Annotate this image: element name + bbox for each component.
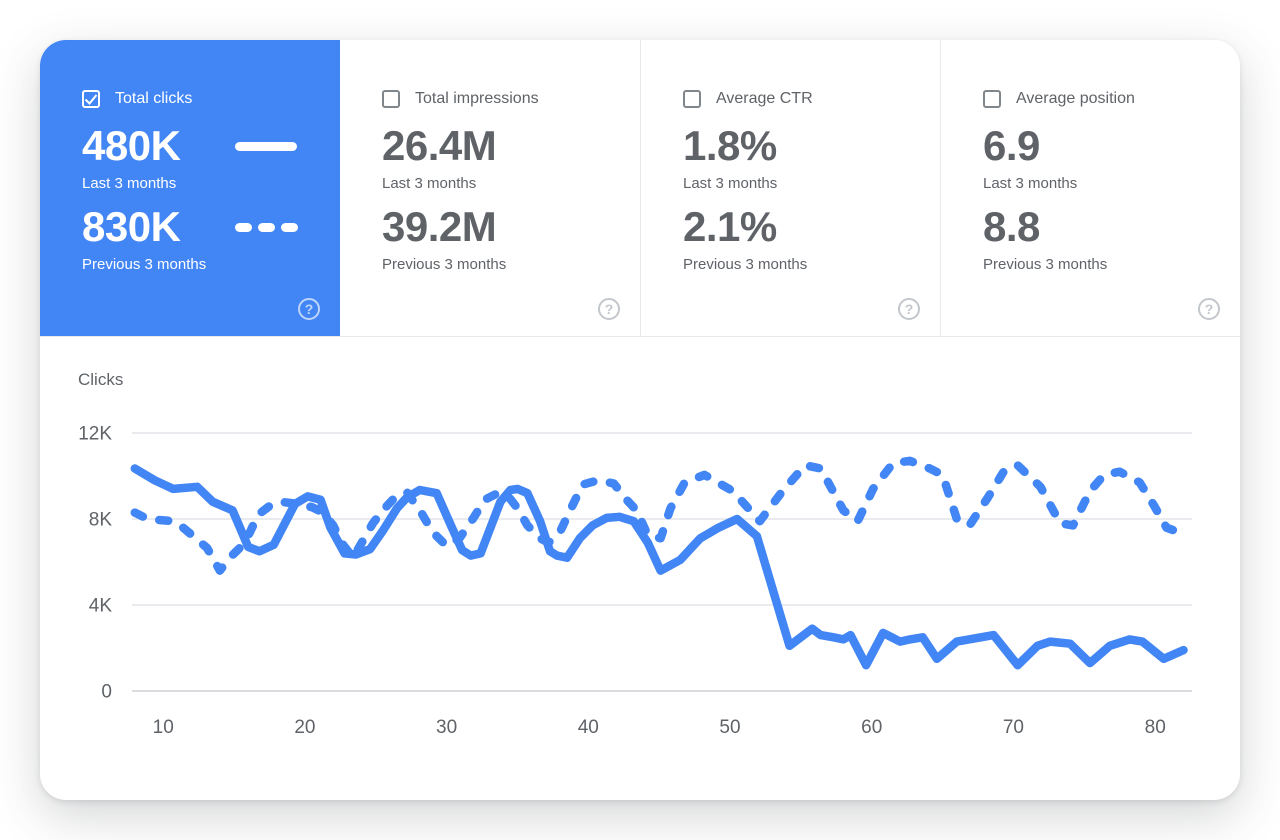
previous-value: 39.2M (382, 203, 497, 250)
previous-caption: Previous 3 months (983, 256, 1108, 273)
checkmark-icon (84, 94, 98, 105)
metric-header: Average CTR (683, 90, 940, 108)
x-axis-tick-label: 50 (719, 717, 740, 738)
y-axis-tick-label: 0 (101, 682, 112, 703)
x-axis-tick-label: 20 (294, 717, 315, 738)
current-caption: Last 3 months (382, 175, 477, 192)
current-value-row: 480K (82, 121, 340, 171)
metric-card-total-impressions[interactable]: Total impressions 26.4M Last 3 months 39… (340, 40, 640, 336)
y-axis-tick-label: 4K (89, 596, 113, 617)
total-impressions-checkbox[interactable] (382, 90, 400, 108)
current-value: 26.4M (382, 122, 497, 169)
x-axis-tick-label: 40 (578, 717, 599, 738)
solid-line-legend-swatch (235, 141, 297, 151)
y-axis-tick-label: 8K (89, 510, 113, 531)
metric-header: Total impressions (382, 90, 640, 108)
help-icon[interactable]: ? (1198, 298, 1220, 320)
metric-header: Total clicks (82, 90, 340, 108)
metric-label: Average position (1016, 90, 1135, 107)
help-icon[interactable]: ? (898, 298, 920, 320)
previous-caption: Previous 3 months (683, 256, 808, 273)
current-value: 480K (82, 122, 181, 169)
metric-header: Average position (983, 90, 1240, 108)
y-axis-tick-label: 12K (78, 424, 112, 445)
chart-y-axis-title: Clicks (78, 370, 124, 389)
help-icon[interactable]: ? (598, 298, 620, 320)
metric-label: Average CTR (716, 90, 813, 107)
metric-card-band: Total clicks 480K Last 3 months 830K Pre… (40, 40, 1240, 337)
previous-value-row: 2.1% (683, 202, 940, 252)
metric-label: Total impressions (415, 90, 539, 107)
current-caption: Last 3 months (82, 175, 177, 192)
metric-card-total-clicks[interactable]: Total clicks 480K Last 3 months 830K Pre… (40, 40, 340, 336)
x-axis-tick-label: 70 (1003, 717, 1024, 738)
x-axis-tick-label: 10 (153, 717, 174, 738)
clicks-chart[interactable]: 0 4K 8K 12K 10 20 30 40 50 60 70 80 (40, 393, 1240, 753)
previous-value: 2.1% (683, 203, 777, 250)
previous-value-row: 8.8 (983, 202, 1240, 252)
current-value-row: 1.8% (683, 121, 940, 171)
total-clicks-checkbox[interactable] (82, 90, 100, 108)
previous-value: 830K (82, 203, 181, 250)
chart-series-solid-line (130, 464, 1188, 670)
performance-panel: Total clicks 480K Last 3 months 830K Pre… (40, 40, 1240, 800)
previous-value: 8.8 (983, 203, 1040, 250)
x-axis-tick-label: 80 (1145, 717, 1166, 738)
metric-label: Total clicks (115, 90, 193, 107)
help-icon[interactable]: ? (298, 298, 320, 320)
x-axis-tick-label: 60 (861, 717, 882, 738)
metric-card-average-position[interactable]: Average position 6.9 Last 3 months 8.8 P… (940, 40, 1240, 336)
metric-card-average-ctr[interactable]: Average CTR 1.8% Last 3 months 2.1% Prev… (640, 40, 940, 336)
average-position-checkbox[interactable] (983, 90, 1001, 108)
previous-caption: Previous 3 months (382, 256, 507, 273)
current-value: 1.8% (683, 122, 777, 169)
average-ctr-checkbox[interactable] (683, 90, 701, 108)
previous-value-row: 39.2M (382, 202, 640, 252)
current-value-row: 26.4M (382, 121, 640, 171)
previous-value-row: 830K (82, 202, 340, 252)
current-value-row: 6.9 (983, 121, 1240, 171)
current-caption: Last 3 months (683, 175, 778, 192)
dashed-line-legend-swatch (235, 222, 298, 232)
current-caption: Last 3 months (983, 175, 1078, 192)
current-value: 6.9 (983, 122, 1040, 169)
previous-caption: Previous 3 months (82, 256, 207, 273)
x-axis-tick-label: 30 (436, 717, 457, 738)
chart-series-dashed-line (130, 456, 1188, 575)
